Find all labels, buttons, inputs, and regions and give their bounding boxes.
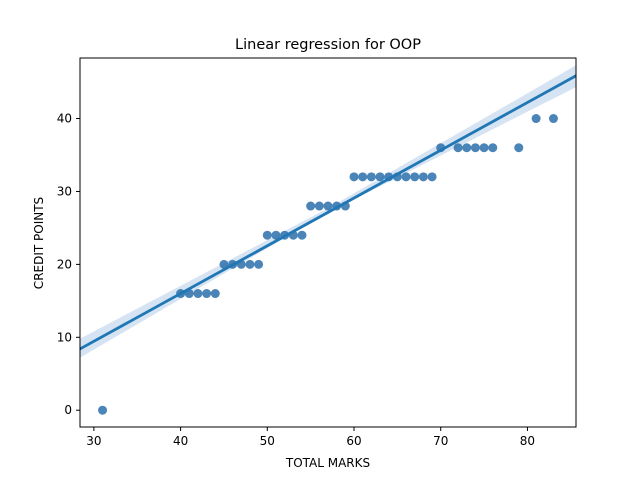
x-tick-label: 60 [346, 434, 361, 448]
x-tick-label: 50 [260, 434, 275, 448]
axes: 30 40 50 60 70 80 0 10 20 30 40 [57, 57, 577, 448]
x-tick-label: 40 [173, 434, 188, 448]
data-point [427, 172, 437, 182]
data-point [210, 289, 220, 299]
data-point [314, 201, 324, 211]
x-tick-label: 70 [433, 434, 448, 448]
x-axis-label: TOTAL MARKS [285, 456, 370, 470]
y-tick-label: 20 [57, 257, 72, 271]
data-point [349, 172, 359, 182]
data-point [548, 114, 558, 124]
y-tick-label: 0 [64, 403, 72, 417]
regression-line [80, 74, 576, 351]
x-tick-label: 80 [520, 434, 535, 448]
data-point [271, 230, 281, 240]
data-point [366, 172, 376, 182]
data-point [418, 172, 428, 182]
y-tick-label: 10 [57, 330, 72, 344]
plot-inner [80, 65, 576, 415]
x-tick-label: 30 [86, 434, 101, 448]
data-point [323, 201, 333, 211]
data-point [245, 259, 255, 269]
data-point [306, 201, 316, 211]
data-point [219, 259, 229, 269]
y-tick-label: 30 [57, 184, 72, 198]
data-point [410, 172, 420, 182]
data-point [479, 143, 489, 153]
plot-area [80, 65, 576, 415]
data-point [202, 289, 212, 299]
data-point [531, 114, 541, 124]
data-point [193, 289, 203, 299]
data-point [375, 172, 385, 182]
y-tick-label: 40 [57, 112, 72, 126]
data-point [401, 172, 411, 182]
data-point [262, 230, 272, 240]
data-point [470, 143, 480, 153]
data-point [297, 230, 307, 240]
data-point [98, 405, 108, 415]
chart-title: Linear regression for OOP [235, 37, 421, 53]
data-point [453, 143, 463, 153]
data-point [254, 259, 264, 269]
data-point [514, 143, 524, 153]
data-point [488, 143, 498, 153]
y-axis-label: CREDIT POINTS [32, 197, 46, 289]
plot-frame [79, 57, 577, 428]
data-point [358, 172, 368, 182]
data-point [462, 143, 472, 153]
